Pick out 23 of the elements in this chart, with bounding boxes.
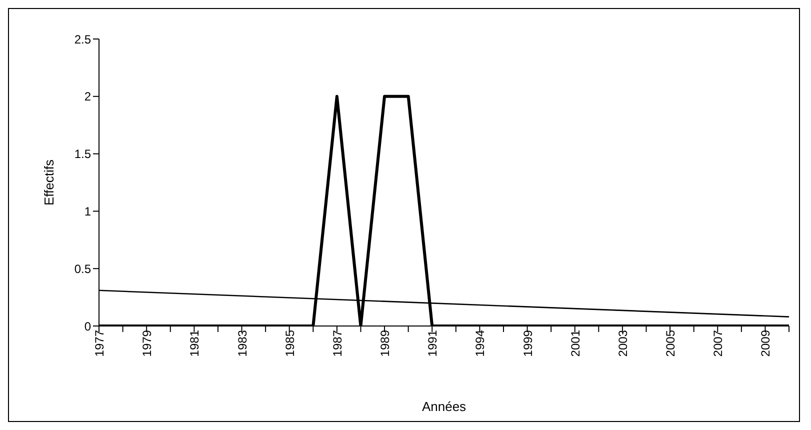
x-tick-label: 2007 — [711, 330, 726, 357]
y-tick-label: 2.5 — [74, 32, 92, 46]
y-tick-label: 2 — [84, 90, 92, 104]
y-tick-label: 1.5 — [74, 147, 92, 162]
x-axis-title: Années — [422, 399, 467, 414]
x-tick-label: 1987 — [330, 330, 344, 357]
x-tick-label: 1979 — [140, 330, 154, 357]
x-tick-label: 1981 — [188, 330, 202, 357]
y-tick-label: 0 — [84, 319, 92, 334]
y-axis-title: Effectifs — [42, 159, 57, 206]
x-tick-label: 1985 — [282, 330, 297, 357]
y-tick-label: 1 — [84, 204, 92, 218]
y-tick-label: 0.5 — [74, 262, 92, 276]
x-tick-label: 1994 — [473, 330, 488, 357]
x-tick-label: 1989 — [378, 330, 392, 357]
x-tick-label: 1991 — [426, 330, 440, 357]
x-tick-label: 2003 — [616, 330, 630, 357]
x-tick-label: 2009 — [758, 330, 773, 357]
x-tick-label: 1999 — [520, 330, 535, 357]
x-tick-label: 1983 — [235, 330, 250, 357]
x-tick-label: 2005 — [664, 330, 678, 357]
x-tick-label: 1977 — [92, 330, 107, 357]
x-tick-label: 2001 — [568, 330, 582, 357]
